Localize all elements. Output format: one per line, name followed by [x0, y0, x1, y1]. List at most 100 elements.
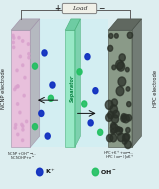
Circle shape: [88, 120, 93, 126]
Polygon shape: [11, 30, 30, 147]
Polygon shape: [65, 19, 80, 30]
Circle shape: [126, 115, 132, 121]
Circle shape: [45, 133, 50, 139]
Circle shape: [25, 120, 28, 123]
Circle shape: [105, 100, 113, 109]
Circle shape: [92, 168, 99, 176]
Text: NCNP electrode: NCNP electrode: [1, 68, 7, 109]
Circle shape: [82, 101, 87, 107]
Circle shape: [48, 95, 53, 101]
Circle shape: [28, 56, 30, 59]
Circle shape: [12, 34, 14, 37]
Circle shape: [112, 65, 116, 70]
Text: −: −: [99, 4, 105, 13]
Circle shape: [116, 127, 120, 132]
Circle shape: [114, 34, 118, 38]
Text: Load: Load: [72, 6, 87, 11]
Circle shape: [113, 110, 119, 118]
Polygon shape: [65, 30, 75, 147]
Circle shape: [118, 133, 125, 142]
Text: NCNOHP+e$^-$: NCNOHP+e$^-$: [10, 154, 35, 161]
Circle shape: [17, 133, 19, 136]
Circle shape: [119, 54, 125, 61]
Circle shape: [13, 46, 15, 49]
Circle shape: [110, 105, 118, 114]
FancyBboxPatch shape: [62, 3, 97, 14]
Circle shape: [50, 82, 55, 88]
Circle shape: [117, 62, 125, 71]
Circle shape: [119, 128, 123, 132]
Circle shape: [107, 111, 114, 119]
Circle shape: [122, 139, 127, 144]
Circle shape: [22, 128, 24, 131]
Polygon shape: [132, 19, 142, 147]
Circle shape: [107, 135, 113, 142]
Text: +: +: [54, 4, 60, 13]
Circle shape: [116, 87, 124, 96]
Polygon shape: [108, 30, 132, 147]
Circle shape: [22, 40, 24, 42]
Polygon shape: [108, 19, 142, 30]
Circle shape: [124, 133, 130, 141]
Circle shape: [122, 114, 129, 123]
Circle shape: [37, 168, 43, 176]
Polygon shape: [30, 19, 40, 147]
Circle shape: [27, 43, 30, 45]
Circle shape: [14, 88, 16, 91]
Circle shape: [98, 129, 103, 135]
Polygon shape: [75, 19, 80, 147]
FancyBboxPatch shape: [30, 19, 108, 147]
Circle shape: [13, 37, 15, 39]
Circle shape: [39, 110, 44, 116]
Circle shape: [108, 45, 113, 51]
Circle shape: [14, 126, 16, 129]
Circle shape: [111, 99, 118, 106]
Circle shape: [15, 86, 17, 88]
Circle shape: [32, 63, 38, 69]
Circle shape: [24, 76, 26, 79]
Circle shape: [77, 69, 82, 75]
Circle shape: [93, 88, 98, 94]
Circle shape: [106, 114, 112, 121]
Circle shape: [111, 129, 115, 134]
Circle shape: [16, 69, 18, 72]
Circle shape: [125, 141, 131, 149]
Circle shape: [118, 77, 126, 86]
Circle shape: [109, 33, 113, 38]
Text: OH$^-$: OH$^-$: [100, 168, 117, 176]
Circle shape: [22, 64, 24, 67]
Polygon shape: [11, 19, 40, 30]
Text: K$^+$: K$^+$: [45, 167, 56, 177]
Circle shape: [32, 124, 38, 130]
Circle shape: [126, 87, 130, 91]
Circle shape: [121, 114, 126, 119]
Circle shape: [123, 134, 129, 142]
Circle shape: [19, 55, 21, 58]
Circle shape: [19, 111, 21, 114]
Circle shape: [17, 85, 19, 88]
Circle shape: [22, 125, 24, 128]
Text: Separator: Separator: [70, 75, 75, 102]
Circle shape: [42, 50, 47, 56]
Circle shape: [127, 102, 131, 107]
Circle shape: [111, 122, 116, 129]
Circle shape: [23, 94, 25, 97]
Circle shape: [28, 53, 30, 55]
Circle shape: [21, 139, 24, 142]
Text: HPC electrode: HPC electrode: [152, 70, 158, 107]
Circle shape: [126, 128, 130, 133]
Text: HPC+K$^+$+xe→...: HPC+K$^+$+xe→...: [104, 149, 135, 157]
Circle shape: [15, 123, 17, 126]
Circle shape: [17, 103, 19, 105]
Circle shape: [18, 36, 20, 39]
Circle shape: [116, 60, 124, 70]
Circle shape: [12, 41, 14, 44]
Circle shape: [17, 85, 19, 87]
Circle shape: [111, 124, 118, 133]
Circle shape: [21, 123, 23, 126]
Circle shape: [111, 115, 119, 123]
Circle shape: [115, 127, 122, 135]
Circle shape: [121, 115, 127, 122]
Text: HPC (xe$^-$)[xK$^+$: HPC (xe$^-$)[xK$^+$: [105, 154, 134, 162]
Circle shape: [110, 134, 117, 142]
